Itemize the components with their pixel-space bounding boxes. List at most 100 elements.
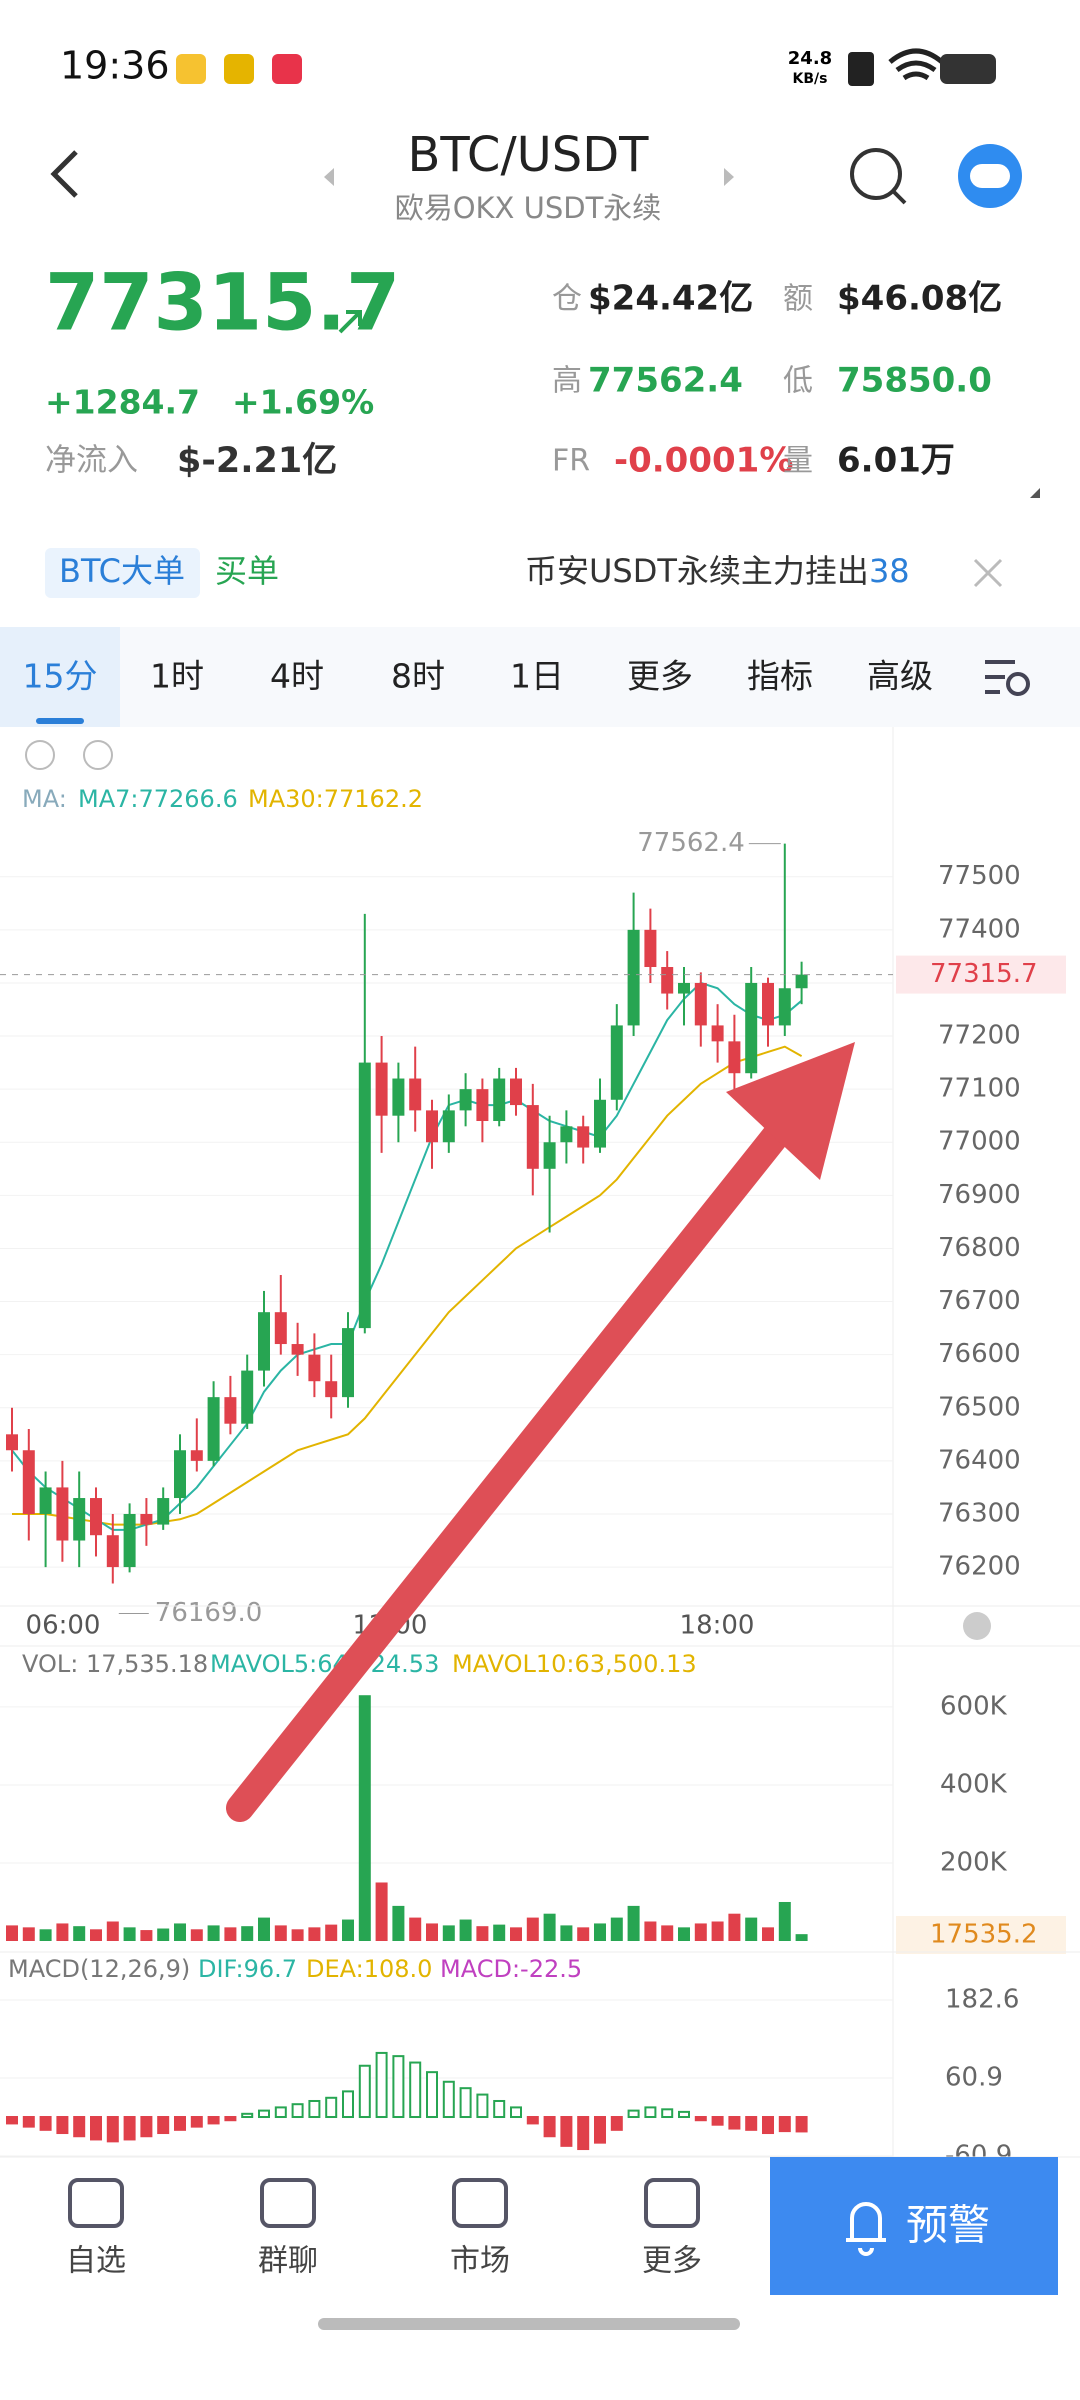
macd-bar	[644, 2106, 657, 2119]
price-tick: 77000	[938, 1127, 1021, 1157]
candle-body	[207, 1397, 220, 1461]
next-symbol[interactable]	[724, 168, 734, 186]
indicator-label: MAVOL10:63,500.13	[452, 1650, 697, 1678]
indicator-label: DEA:108.0	[306, 1955, 432, 1983]
candle-body	[258, 1312, 270, 1371]
macd-bar	[392, 2055, 405, 2119]
alert-button[interactable]	[770, 2157, 1058, 2295]
tab[interactable]: 1时	[150, 657, 204, 696]
stat-label: 额	[783, 282, 813, 317]
volume-bar	[678, 1927, 690, 1941]
tab[interactable]: 更多	[627, 657, 693, 696]
price-tick: 77500	[938, 861, 1021, 891]
stat-value: $46.08亿	[837, 279, 1002, 319]
candle-body	[123, 1513, 136, 1568]
collapse-icon[interactable]	[25, 740, 55, 770]
macd-bar	[661, 2108, 674, 2119]
candle-body	[358, 1062, 371, 1329]
up-arrow	[338, 310, 362, 334]
bell-icon	[846, 2202, 886, 2256]
candle-body	[762, 982, 774, 1026]
price-tick: 76300	[938, 1498, 1021, 1528]
nav-label[interactable]: 群聊	[258, 2244, 318, 2279]
nav-icon[interactable]	[260, 2178, 316, 2228]
candle-body	[560, 1126, 573, 1143]
macd-bar	[711, 2116, 724, 2126]
stat-label: 量	[783, 444, 813, 479]
volume-bar	[258, 1917, 270, 1941]
candle-body	[73, 1498, 86, 1541]
tab[interactable]: 4时	[270, 657, 324, 696]
macd-bar	[22, 2116, 35, 2128]
candle-body	[409, 1078, 422, 1111]
volume-bar	[22, 1927, 35, 1941]
volume-bar	[627, 1905, 640, 1941]
macd-bar	[123, 2116, 136, 2141]
volume-tick: 600K	[940, 1691, 1008, 1721]
indicator-label: VOL: 17,535.18	[22, 1650, 208, 1678]
chart-settings[interactable]	[985, 660, 1015, 694]
volume-bar	[392, 1905, 405, 1941]
pair-title: BTC/USDT	[407, 127, 649, 183]
volume-bar	[778, 1901, 791, 1941]
volume-bar	[106, 1921, 119, 1941]
candle-body	[106, 1535, 119, 1568]
settings-icon[interactable]	[83, 740, 113, 770]
prev-symbol[interactable]	[324, 168, 334, 186]
annotation-arrow	[226, 1104, 804, 1822]
tab[interactable]: 高级	[867, 657, 933, 696]
time-label: 18:00	[680, 1611, 755, 1641]
back-button[interactable]	[50, 150, 78, 198]
alert-label: 预警	[906, 2201, 990, 2250]
indicator-label: MACD:-22.5	[440, 1955, 582, 1983]
chip-label: BTC大单	[59, 552, 185, 590]
jump-latest[interactable]	[963, 1612, 991, 1640]
tab[interactable]: 15分	[23, 657, 98, 696]
nav-icon[interactable]	[68, 2178, 124, 2228]
nav-label[interactable]: 自选	[66, 2244, 126, 2279]
macd-bar	[6, 2116, 18, 2125]
candle-body	[274, 1312, 287, 1345]
nav-icon[interactable]	[644, 2178, 700, 2228]
battery	[940, 54, 996, 84]
nav-label[interactable]: 市场	[450, 2244, 510, 2279]
macd-bar	[526, 2116, 539, 2125]
tab[interactable]: 8时	[391, 657, 445, 696]
nav-icon[interactable]	[452, 2178, 508, 2228]
volume-bar	[577, 1927, 590, 1941]
volume-bar	[795, 1934, 808, 1941]
search-button[interactable]	[850, 148, 902, 200]
volume-bar	[409, 1917, 422, 1941]
volume-bar	[342, 1919, 354, 1941]
candle-body	[678, 982, 690, 994]
tab[interactable]: 指标	[747, 657, 813, 696]
nav-label[interactable]: 更多	[642, 2244, 702, 2279]
candle-body	[610, 1025, 623, 1100]
candle-body	[442, 1110, 455, 1143]
stat-value: $24.42亿	[588, 279, 753, 319]
pair-subtitle: 欧易OKX USDT永续	[395, 191, 662, 225]
macd-tick: 182.6	[945, 1984, 1019, 2014]
net-speed: 24.8	[788, 48, 832, 69]
close-ticker[interactable]	[973, 558, 1003, 588]
candle-body	[291, 1344, 304, 1355]
indicator-label: MA7:77266.6	[78, 785, 238, 813]
tab[interactable]: 1日	[510, 657, 564, 696]
net-unit: KB/s	[793, 71, 828, 87]
wifi-icon	[888, 48, 944, 81]
candle-body	[90, 1498, 102, 1536]
price-tick: 76400	[938, 1445, 1021, 1475]
ticker-text: 币安USDT永续主力挂出38	[525, 552, 910, 590]
indicator-label: DIF:96.7	[198, 1955, 297, 1983]
clock: 19:36	[60, 44, 170, 88]
current-price-label: 77315.7	[930, 959, 1038, 989]
candle-body	[711, 1025, 724, 1042]
volume-tick: 200K	[940, 1847, 1008, 1877]
macd-bar	[241, 2112, 254, 2119]
volume-bar	[644, 1921, 657, 1941]
price-tick: 76200	[938, 1552, 1021, 1582]
macd-bar	[510, 2106, 522, 2119]
expand-toggle[interactable]	[1030, 488, 1040, 498]
